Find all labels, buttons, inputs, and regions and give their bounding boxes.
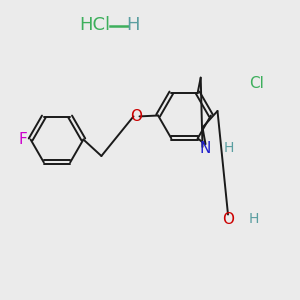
Text: H: H bbox=[249, 212, 260, 226]
Text: Cl: Cl bbox=[249, 76, 264, 92]
Text: F: F bbox=[19, 132, 28, 147]
Text: H: H bbox=[224, 142, 234, 155]
Text: O: O bbox=[130, 109, 142, 124]
Text: H: H bbox=[127, 16, 140, 34]
Text: N: N bbox=[200, 141, 211, 156]
Text: O: O bbox=[222, 212, 234, 226]
Text: HCl: HCl bbox=[79, 16, 110, 34]
